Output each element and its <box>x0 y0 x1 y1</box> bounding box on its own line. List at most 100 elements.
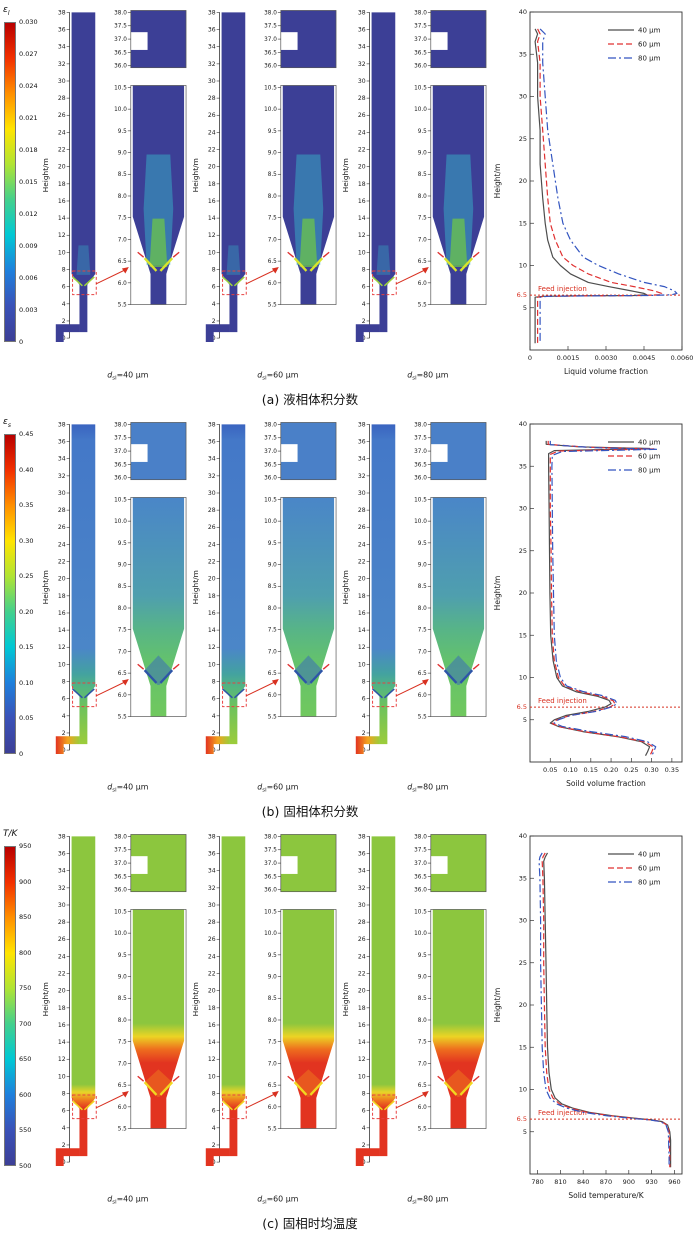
chart-c: 780 810 840 870 900 930 960 5 10 15 20 25 30 35 40 6.5 F… <box>493 832 683 1200</box>
top-inset-tick: 36.0 <box>114 888 127 894</box>
zoom-arrow <box>271 267 279 274</box>
legend-label: 60 μm <box>638 453 661 461</box>
y-tick: 40 <box>519 420 527 428</box>
zoom-inset-tick: 7.5 <box>118 628 127 634</box>
height-tick: 18 <box>358 181 366 188</box>
line-chart-a: 0 0.0015 0.0030 0.0045 0.0060 5 10 15 20 25 30 35 40… <box>490 4 694 390</box>
x-tick: 0.20 <box>604 766 618 774</box>
top-inset-tick: 37.5 <box>414 436 427 442</box>
height-tick: 38 <box>58 421 66 428</box>
zoom-inset: 10.5 10.0 9.5 9.0 8.5 8.0 7.5 7.0 6.5 6.0 5.5 <box>414 497 487 721</box>
panel-a-caption: (a) 液相体积分数 <box>261 392 359 407</box>
zoom-inset-tick: 8.0 <box>268 194 277 200</box>
height-tick: 6 <box>362 284 366 291</box>
height-tick: 28 <box>358 507 366 514</box>
zoom-inset-tick: 9.5 <box>268 953 277 959</box>
zoom-inset-tick: 8.5 <box>118 584 127 590</box>
zoom-inset-tick: 7.0 <box>118 1061 127 1067</box>
y-tick: 35 <box>519 874 527 882</box>
height-tick: 4 <box>212 713 216 720</box>
zoom-inset-tick: 6.5 <box>418 671 427 677</box>
height-axis: 38363432302826242220181614121086420Heigh… <box>191 833 220 1166</box>
height-tick: 26 <box>58 524 66 531</box>
contour-group-a-2: 38 36 34 32 30 28 26 24 22 20 18 16 14 12 10 8 6 4 2 0 Heigh… <box>340 4 490 390</box>
height-axis: 38363432302826242220181614121086420Heigh… <box>341 9 370 342</box>
top-inset-tick: 37.0 <box>414 861 427 867</box>
height-axis: 38363432302826242220181614121086420Heigh… <box>41 421 70 754</box>
height-tick: 0 <box>62 747 66 754</box>
height-tick: 36 <box>58 27 66 34</box>
height-tick: 34 <box>358 868 366 875</box>
zoom-inset-tick: 9.0 <box>268 975 277 981</box>
height-tick: 34 <box>208 868 216 875</box>
zoom-inset-tick: 10.5 <box>414 85 427 91</box>
height-tick: 8 <box>62 267 66 274</box>
top-inset-tick: 36.5 <box>414 874 427 880</box>
zoom-inset-tick: 6.0 <box>268 693 277 699</box>
panel-c-row: T/K 950 900 850 800 750 700 650 600 550 500 38 36 34 3… <box>0 828 700 1214</box>
top-inset-tick: 36.0 <box>264 888 277 894</box>
contour-column-c-0: 38363432302826242220181614121086420Heigh… <box>41 833 187 1206</box>
height-tick: 24 <box>358 953 366 960</box>
height-tick: 26 <box>208 524 216 531</box>
zoom-inset-tick: 9.0 <box>268 563 277 569</box>
x-axis: 0.05 0.10 0.15 0.20 0.25 0.30 0.35 <box>543 758 679 774</box>
height-tick: 34 <box>358 456 366 463</box>
height-tick: 16 <box>58 1022 66 1029</box>
zoom-inset-tick: 7.0 <box>118 649 127 655</box>
height-tick: 26 <box>58 936 66 943</box>
zoom-inset-tick: 9.5 <box>418 541 427 547</box>
nozzle-mark <box>287 251 295 258</box>
legend: 40 μm 60 μm 80 μm <box>608 439 661 475</box>
zoom-inset-tick: 7.0 <box>268 237 277 243</box>
height-tick: 30 <box>208 902 216 909</box>
y-tick: 40 <box>519 8 527 16</box>
height-tick: 22 <box>58 971 66 978</box>
height-tick: 24 <box>358 541 366 548</box>
height-axis-label: Height/m <box>41 982 50 1016</box>
legend: 40 μm 60 μm 80 μm <box>608 27 661 63</box>
x-tick: 780 <box>531 1178 543 1186</box>
zoom-arrow <box>121 679 129 686</box>
height-tick: 20 <box>208 576 216 583</box>
height-tick: 38 <box>208 9 216 16</box>
height-tick: 24 <box>58 953 66 960</box>
zoom-inset-tick: 8.0 <box>118 606 127 612</box>
zoom-inset-tick: 9.0 <box>418 563 427 569</box>
height-axis-label: Height/m <box>191 982 200 1016</box>
height-tick: 18 <box>58 181 66 188</box>
height-tick: 14 <box>208 1039 216 1046</box>
zoom-inset-tick: 8.5 <box>418 584 427 590</box>
height-tick: 28 <box>208 95 216 102</box>
zoom-arrow <box>421 1091 429 1098</box>
height-tick: 16 <box>208 198 216 205</box>
height-tick: 12 <box>208 232 216 239</box>
panel-a: εl 0.030 0.027 0.024 0.021 0.018 0.015 0.012 0.0… <box>0 4 700 416</box>
x-axis: 0 0.0015 0.0030 0.0045 0.0060 <box>528 346 693 362</box>
contour-column-b-0: 38363432302826242220181614121086420Heigh… <box>41 421 187 794</box>
height-tick: 22 <box>208 147 216 154</box>
height-tick: 8 <box>362 679 366 686</box>
top-inset-tick: 37.0 <box>114 37 127 43</box>
height-tick: 4 <box>212 1125 216 1132</box>
colorbar-tick: 0 <box>19 338 24 346</box>
top-inset-tick: 37.5 <box>114 436 127 442</box>
x-axis: 780 810 840 870 900 930 960 <box>531 1170 681 1186</box>
height-tick: 0 <box>212 1159 216 1166</box>
y-tick: 30 <box>519 93 527 101</box>
height-axis: 38363432302826242220181614121086420Heigh… <box>341 421 370 754</box>
zoom-inset-tick: 10.5 <box>414 909 427 915</box>
y-tick: 30 <box>519 917 527 925</box>
height-tick: 8 <box>212 267 216 274</box>
height-tick: 38 <box>358 9 366 16</box>
series-80-μm <box>539 28 678 344</box>
top-inset-tick: 36.0 <box>414 64 427 70</box>
colorbar-tick: 800 <box>19 948 32 957</box>
height-axis: 38363432302826242220181614121086420Heigh… <box>191 9 220 342</box>
top-inset-tick: 36.5 <box>264 50 277 56</box>
height-tick: 34 <box>58 44 66 51</box>
column-caption: dsl=80 μm <box>407 783 448 794</box>
height-tick: 16 <box>208 1022 216 1029</box>
reactor-contour <box>55 424 96 755</box>
colorbar-tick: 0.024 <box>19 82 38 90</box>
